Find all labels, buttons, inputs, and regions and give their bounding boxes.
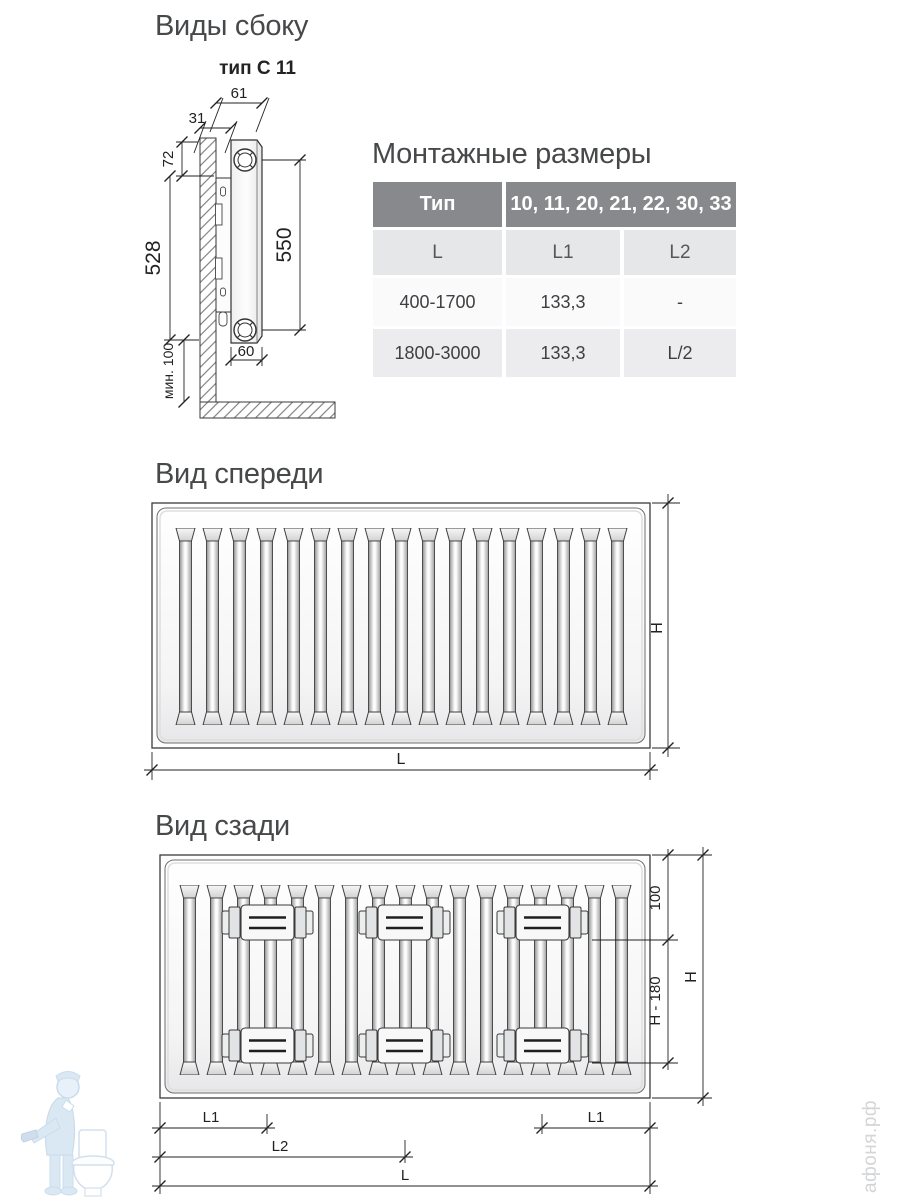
table-col-L1: L1 xyxy=(506,230,620,275)
mounting-dimensions-table: Тип 10, 11, 20, 21, 22, 30, 33 L L1 L2 4… xyxy=(373,182,737,377)
radiator-type-label: тип С 11 xyxy=(219,58,296,79)
radiator-front-body xyxy=(151,502,651,749)
front-convector-channels xyxy=(172,528,631,725)
dim-61-label: 61 xyxy=(231,85,248,102)
back-dim-L1-right-label: L1 xyxy=(588,1109,605,1126)
dim-72-label: 72 xyxy=(160,151,177,168)
table-cell: 400-1700 xyxy=(373,278,502,326)
back-dim-H180-label: H - 180 xyxy=(647,976,664,1025)
dim-528-label: 528 xyxy=(142,240,165,275)
table-cell: - xyxy=(624,278,736,326)
dim-31-label: 31 xyxy=(189,110,206,127)
back-dim-lines xyxy=(152,847,712,1194)
back-dim-H-label: H xyxy=(683,971,700,983)
port-top xyxy=(233,148,257,172)
side-view-diagram: 61 31 72 528 мин. 100 550 60 xyxy=(142,85,336,419)
front-dim-H-label: H xyxy=(649,622,666,634)
mounting-table-title: Монтажные размеры xyxy=(372,138,652,170)
table-header-type: Тип xyxy=(373,182,502,227)
table-cell: 133,3 xyxy=(506,278,620,326)
radiator-panel-side xyxy=(230,139,263,344)
dim-min100-label: мин. 100 xyxy=(160,343,176,400)
back-dim-L2-label: L2 xyxy=(272,1138,289,1155)
side-view-title: Виды сбоку xyxy=(155,10,309,42)
table-col-L2: L2 xyxy=(624,230,736,275)
side-dim-lines xyxy=(164,97,306,402)
table-header-types: 10, 11, 20, 21, 22, 30, 33 xyxy=(506,182,736,227)
front-view-diagram: H L xyxy=(144,494,680,780)
front-dim-L-label: L xyxy=(397,751,406,768)
back-dim-100-label: 100 xyxy=(647,885,664,910)
back-view-diagram: 100 H - 180 H L1 L1 L2 L xyxy=(152,847,712,1194)
port-bottom xyxy=(233,318,257,342)
site-watermark: афоня.рф xyxy=(860,1099,881,1193)
back-dim-L1-left-label: L1 xyxy=(203,1109,220,1126)
plumber-watermark-icon xyxy=(20,1071,115,1197)
table-cell: L/2 xyxy=(624,329,736,377)
mounting-bracket-side xyxy=(215,177,232,327)
back-view-title: Вид сзади xyxy=(155,810,290,842)
dim-550-label: 550 xyxy=(273,227,296,262)
radiator-back-body xyxy=(159,854,651,1099)
back-dim-L-label: L xyxy=(401,1167,409,1184)
table-col-L: L xyxy=(373,230,502,275)
table-cell: 1800-3000 xyxy=(373,329,502,377)
front-dim-lines xyxy=(144,494,680,780)
dim-60-label: 60 xyxy=(238,343,255,360)
table-cell: 133,3 xyxy=(506,329,620,377)
front-view-title: Вид спереди xyxy=(155,458,324,490)
wall-section xyxy=(199,137,336,419)
